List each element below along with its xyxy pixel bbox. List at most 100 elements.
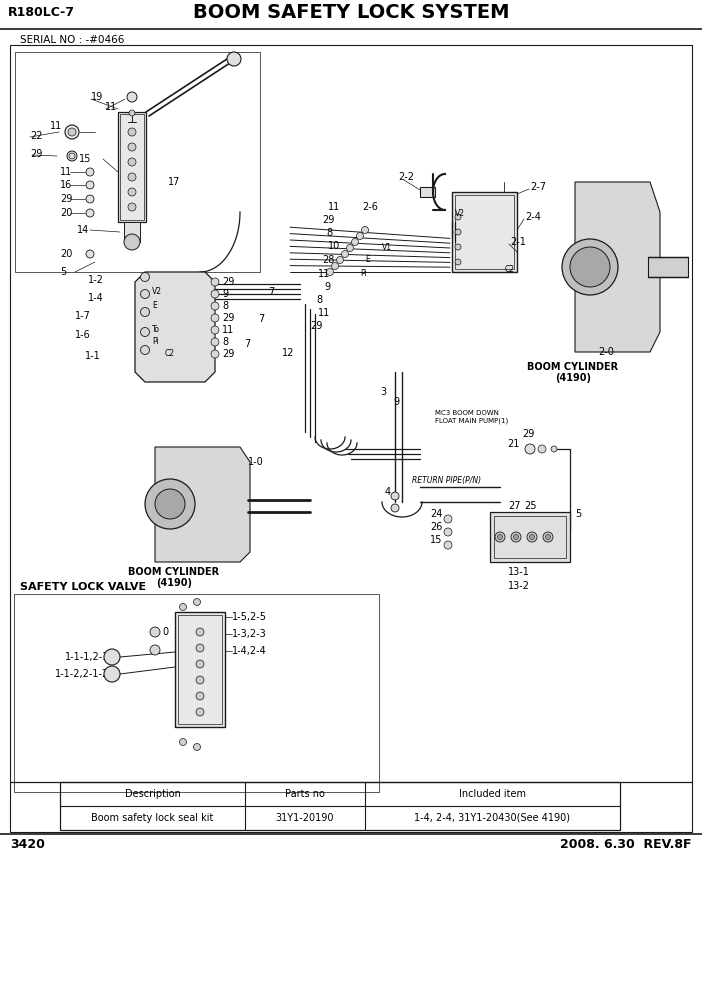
- Text: 9: 9: [324, 282, 330, 292]
- Circle shape: [498, 535, 503, 540]
- Circle shape: [347, 244, 354, 252]
- Bar: [648, 257, 688, 277]
- Circle shape: [180, 738, 187, 746]
- Text: 29: 29: [30, 149, 42, 159]
- Circle shape: [455, 244, 461, 250]
- Text: 29: 29: [60, 194, 72, 204]
- Text: 1-4,2-4: 1-4,2-4: [232, 646, 267, 656]
- Circle shape: [86, 250, 94, 258]
- Circle shape: [455, 214, 461, 220]
- Text: 22: 22: [30, 131, 43, 141]
- Bar: [455, 195, 514, 269]
- Circle shape: [65, 125, 79, 139]
- Text: 15: 15: [79, 154, 91, 164]
- Circle shape: [67, 151, 77, 161]
- Text: 1-1-1,2-1-1: 1-1-1,2-1-1: [65, 652, 119, 662]
- Text: 2-1: 2-1: [510, 237, 526, 247]
- Circle shape: [86, 168, 94, 176]
- Circle shape: [527, 532, 537, 542]
- Bar: [494, 516, 566, 558]
- Circle shape: [140, 327, 150, 336]
- Text: 29: 29: [322, 215, 334, 225]
- Text: BOOM CYLINDER: BOOM CYLINDER: [527, 362, 618, 372]
- Text: 29: 29: [222, 277, 234, 287]
- Circle shape: [194, 598, 201, 605]
- Circle shape: [140, 308, 150, 316]
- Text: C2: C2: [165, 349, 175, 358]
- Circle shape: [128, 203, 136, 211]
- Bar: [175, 612, 225, 727]
- Text: BOOM CYLINDER: BOOM CYLINDER: [128, 567, 220, 577]
- Text: 16: 16: [60, 180, 72, 190]
- Circle shape: [211, 326, 219, 334]
- Circle shape: [331, 263, 338, 270]
- Text: 5: 5: [60, 267, 66, 277]
- Bar: [420, 187, 435, 197]
- Text: 24: 24: [430, 509, 442, 519]
- Text: 2-2: 2-2: [398, 172, 414, 182]
- Circle shape: [140, 345, 150, 354]
- Text: 21: 21: [507, 439, 519, 449]
- Text: 11: 11: [328, 202, 340, 212]
- Text: 13-1: 13-1: [508, 567, 530, 577]
- Text: 1-4, 2-4, 31Y1-20430(See 4190): 1-4, 2-4, 31Y1-20430(See 4190): [414, 813, 571, 823]
- Circle shape: [444, 541, 452, 549]
- Circle shape: [341, 251, 348, 258]
- Text: (4190): (4190): [555, 373, 591, 383]
- Circle shape: [551, 446, 557, 452]
- Bar: [496, 194, 514, 202]
- Circle shape: [352, 238, 359, 245]
- Text: 1-1: 1-1: [85, 351, 101, 361]
- Text: 15: 15: [430, 535, 442, 545]
- Text: 11: 11: [105, 102, 117, 112]
- Circle shape: [227, 52, 241, 66]
- Circle shape: [211, 338, 219, 346]
- Circle shape: [127, 92, 137, 102]
- Text: 3420: 3420: [10, 837, 45, 850]
- Text: 1-3,2-3: 1-3,2-3: [232, 629, 267, 639]
- Circle shape: [211, 278, 219, 286]
- Bar: [60, 782, 620, 830]
- Text: Included item: Included item: [459, 789, 526, 799]
- Circle shape: [196, 692, 204, 700]
- Circle shape: [545, 535, 550, 540]
- Text: Description: Description: [124, 789, 180, 799]
- Text: 13-2: 13-2: [508, 581, 530, 591]
- Text: 1-6: 1-6: [75, 330, 91, 340]
- Text: 8: 8: [326, 228, 332, 238]
- Circle shape: [336, 257, 343, 264]
- Circle shape: [128, 143, 136, 151]
- Text: 11: 11: [60, 167, 72, 177]
- Circle shape: [196, 644, 204, 652]
- Text: RETURN PIPE(P/N): RETURN PIPE(P/N): [412, 475, 481, 484]
- Text: MC3 BOOM DOWN
FLOAT MAIN PUMP(1): MC3 BOOM DOWN FLOAT MAIN PUMP(1): [435, 411, 508, 424]
- Text: SAFETY LOCK VALVE: SAFETY LOCK VALVE: [20, 582, 146, 592]
- Text: Boom safety lock seal kit: Boom safety lock seal kit: [91, 813, 213, 823]
- Text: 11: 11: [50, 121, 62, 131]
- Circle shape: [538, 445, 546, 453]
- Text: 2-4: 2-4: [525, 212, 541, 222]
- Polygon shape: [155, 447, 250, 562]
- Text: 20: 20: [60, 249, 72, 259]
- Text: 25: 25: [524, 501, 536, 511]
- Circle shape: [150, 645, 160, 655]
- Text: E: E: [152, 301, 157, 310]
- Circle shape: [104, 649, 120, 665]
- Text: 7: 7: [244, 339, 250, 349]
- Text: 1-2: 1-2: [88, 275, 104, 285]
- Bar: [14, 594, 379, 792]
- Text: V1: V1: [382, 242, 392, 252]
- Text: 2-6: 2-6: [362, 202, 378, 212]
- Circle shape: [180, 603, 187, 610]
- Text: 8: 8: [222, 301, 228, 311]
- Text: 27: 27: [508, 501, 520, 511]
- Circle shape: [104, 666, 120, 682]
- Circle shape: [150, 627, 160, 637]
- Circle shape: [196, 676, 204, 684]
- Bar: [490, 512, 570, 562]
- Text: 17: 17: [168, 177, 180, 187]
- Text: To: To: [152, 324, 160, 333]
- Circle shape: [326, 269, 333, 276]
- Text: 28: 28: [322, 255, 334, 265]
- Text: 8: 8: [316, 295, 322, 305]
